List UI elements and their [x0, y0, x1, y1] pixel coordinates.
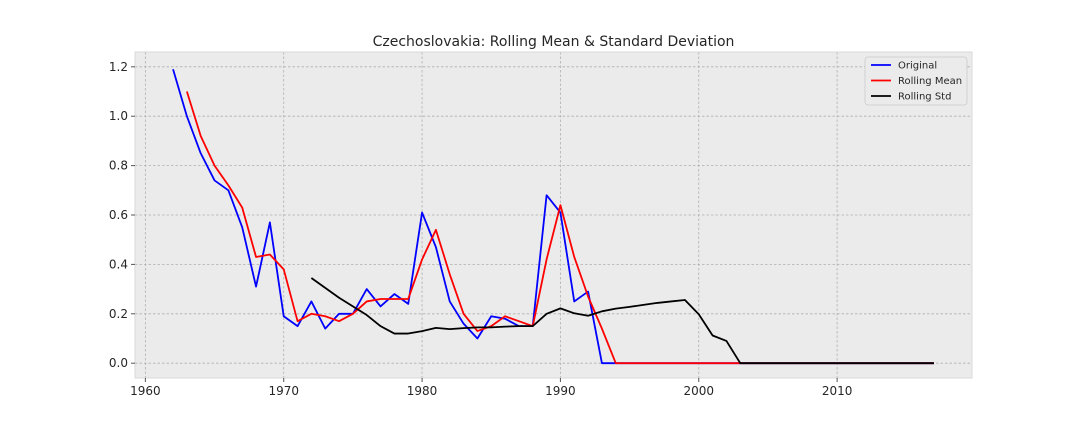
x-tick-label: 1990: [545, 384, 576, 398]
legend-label-rolling-mean: Rolling Mean: [898, 76, 962, 87]
legend-box: [864, 56, 968, 106]
x-tick-label: 1970: [268, 384, 299, 398]
y-tick-label: 0.4: [109, 257, 128, 271]
x-tick-label: 2000: [683, 384, 714, 398]
legend-label-rolling-std: Rolling Std: [898, 92, 951, 103]
y-tick-label: 0.0: [109, 356, 128, 370]
y-tick-label: 1.0: [109, 109, 128, 123]
y-tick-label: 1.2: [109, 60, 128, 74]
y-tick-label: 0.8: [109, 159, 128, 173]
x-axis-ticks: 1960 1970 1980 1990 2000 2010: [130, 378, 852, 398]
y-tick-label: 0.6: [109, 208, 128, 222]
legend: Original Rolling Mean Rolling Std: [864, 56, 968, 106]
series-line-rolling-std: [310, 277, 934, 365]
series-group: [172, 69, 934, 365]
legend-label-original: Original: [898, 61, 937, 72]
x-tick-label: 1980: [407, 384, 438, 398]
y-axis-ticks: 0.0 0.2 0.4 0.6 0.8 1.0 1.2: [109, 60, 135, 370]
x-tick-label: 1960: [130, 384, 161, 398]
x-tick-label: 2010: [822, 384, 853, 398]
chart-title: Czechoslovakia: Rolling Mean & Standard …: [373, 34, 735, 50]
y-tick-label: 0.2: [109, 307, 128, 321]
